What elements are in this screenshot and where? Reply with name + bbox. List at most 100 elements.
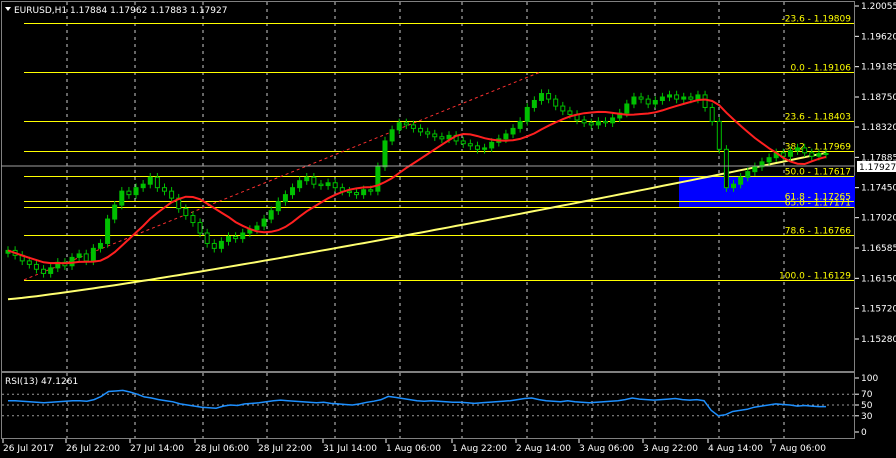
candle — [510, 124, 516, 139]
fibonacci-levels: -23.6 - 1.19809 0.0 - 1.19106 23.6 - 1.184… — [24, 15, 854, 282]
candle — [787, 146, 793, 161]
candle — [731, 179, 737, 192]
candle — [375, 162, 381, 196]
candle — [140, 179, 146, 192]
candle — [41, 265, 47, 278]
rsi-panel: RSI(13) 47.1261 — [2, 377, 854, 417]
candle — [382, 136, 388, 171]
fib-level-label: -23.6 - 1.19809 — [782, 15, 852, 25]
candle — [268, 206, 274, 224]
rsi-tick-label: 0 — [861, 428, 867, 438]
candle — [702, 90, 708, 112]
candle — [524, 103, 530, 126]
rsi-tick-label: 50 — [861, 401, 873, 411]
fib-level-label: 50.0 - 1.17617 — [785, 168, 851, 178]
fib-level-label: 78.6 - 1.16766 — [785, 227, 851, 237]
price-tick-label: 1.19620 — [861, 32, 896, 42]
candle — [410, 120, 416, 133]
current-price-label: 1.17927 — [859, 163, 896, 173]
candle — [546, 89, 552, 104]
ma-fast-line — [7, 98, 827, 265]
candle — [190, 211, 196, 227]
candle — [709, 103, 715, 126]
candle — [297, 176, 303, 192]
candle — [610, 113, 616, 127]
time-tick-label: 27 Jul 14:00 — [130, 444, 184, 454]
candle — [204, 228, 210, 248]
rsi-line — [8, 389, 826, 417]
ma-slow-line — [7, 151, 827, 301]
candle — [218, 237, 224, 253]
chart-header: EURUSD,H1 1.17884 1.17962 1.17883 1.1792… — [5, 6, 227, 16]
candle — [738, 173, 744, 189]
candle — [588, 118, 594, 130]
price-tick-label: 1.15280 — [861, 335, 896, 345]
price-tick-label: 1.18320 — [861, 123, 896, 133]
candle — [346, 186, 352, 197]
candle — [517, 117, 523, 133]
candle — [48, 263, 54, 278]
candle — [667, 90, 673, 102]
price-tick-label: 1.16150 — [861, 274, 896, 284]
candle — [304, 173, 310, 185]
candle — [354, 188, 360, 199]
candle — [602, 117, 608, 127]
fib-level-label: 38.2 - 1.17969 — [785, 143, 851, 153]
moving-average-fast — [7, 98, 827, 265]
candle — [396, 118, 402, 134]
rsi-tick-label: 100 — [861, 374, 878, 384]
candle — [233, 232, 239, 243]
candle — [389, 125, 395, 146]
candle — [183, 204, 189, 220]
candle — [275, 197, 281, 215]
current-price-badge — [857, 161, 896, 172]
time-tick-label: 2 Aug 14:00 — [516, 444, 571, 454]
candle — [154, 173, 160, 192]
candle — [147, 173, 153, 189]
time-tick-label: 4 Aug 14:00 — [708, 444, 763, 454]
candle — [126, 186, 132, 199]
triangle-down-icon[interactable] — [5, 7, 11, 11]
candle — [823, 149, 829, 159]
candle — [282, 190, 288, 206]
candle — [240, 228, 246, 243]
candle — [97, 239, 103, 253]
time-tick-label: 31 Jul 14:00 — [323, 444, 377, 454]
candle — [482, 143, 488, 154]
time-tick-label: 26 Jul 2017 — [3, 444, 54, 454]
candle — [645, 94, 651, 109]
time-axis[interactable]: 26 Jul 2017 26 Jul 22:00 27 Jul 14:00 28 Ju… — [2, 439, 826, 454]
time-tick-label: 7 Aug 06:00 — [771, 444, 826, 454]
candle — [105, 214, 111, 248]
time-tick-label: 1 Aug 06:00 — [386, 444, 441, 454]
time-tick-label: 1 Aug 22:00 — [452, 444, 507, 454]
price-axis[interactable]: 1.17927 1.20055 1.19620 1.19185 1.18750 1.18… — [855, 2, 896, 345]
candle — [112, 200, 118, 224]
rsi-tick-label: 30 — [861, 412, 873, 422]
candle — [318, 179, 324, 190]
candles — [5, 89, 829, 278]
indicator-panel-frame — [1, 372, 855, 439]
candle — [133, 183, 139, 199]
candle — [553, 94, 559, 111]
fib-level-label: 23.6 - 1.18403 — [785, 113, 851, 123]
candle — [631, 92, 637, 109]
candle — [418, 124, 424, 137]
candle — [752, 162, 758, 176]
candle — [795, 143, 801, 155]
candle — [581, 115, 587, 127]
candle — [425, 127, 431, 139]
moving-average-slow — [7, 151, 827, 301]
price-tick-label: 1.17020 — [861, 214, 896, 224]
candle — [290, 183, 296, 199]
candle — [531, 96, 537, 112]
candle — [161, 183, 167, 196]
rsi-title: RSI(13) 47.1261 — [5, 377, 78, 387]
fib-level-label: 0.0 - 1.19106 — [791, 64, 852, 74]
candle — [403, 118, 409, 130]
time-tick-label: 28 Jul 22:00 — [258, 444, 312, 454]
candle — [325, 178, 331, 190]
candle — [809, 148, 815, 161]
